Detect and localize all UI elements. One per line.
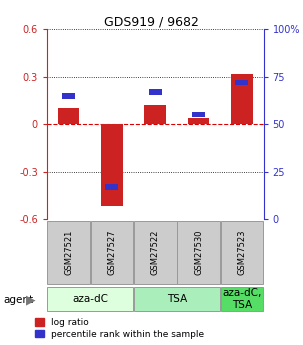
Bar [58, 108, 79, 124]
Text: GSM27530: GSM27530 [194, 230, 203, 275]
Text: ▶: ▶ [26, 294, 35, 307]
Bar [134, 221, 177, 284]
Bar [101, 124, 123, 206]
Bar [235, 80, 248, 85]
Legend: log ratio, percentile rank within the sample: log ratio, percentile rank within the sa… [35, 318, 204, 339]
Bar [105, 184, 118, 190]
Bar [134, 287, 220, 311]
Bar [62, 93, 75, 99]
Bar [221, 287, 263, 311]
Text: GSM27527: GSM27527 [108, 230, 116, 275]
Bar [221, 221, 263, 284]
Text: GSM27521: GSM27521 [64, 230, 73, 275]
Text: GSM27522: GSM27522 [151, 230, 160, 275]
Bar [149, 89, 162, 95]
Text: aza-dC,
TSA: aza-dC, TSA [222, 288, 261, 310]
Bar [177, 221, 220, 284]
Text: GDS919 / 9682: GDS919 / 9682 [104, 16, 199, 29]
Bar [91, 221, 133, 284]
Bar [47, 221, 90, 284]
Text: TSA: TSA [167, 294, 187, 304]
Bar [192, 112, 205, 118]
Bar [47, 287, 133, 311]
Text: aza-dC: aza-dC [72, 294, 108, 304]
Text: GSM27523: GSM27523 [238, 230, 246, 275]
Text: agent: agent [3, 295, 33, 305]
Bar [231, 73, 253, 124]
Bar [188, 118, 209, 124]
Bar [145, 105, 166, 124]
